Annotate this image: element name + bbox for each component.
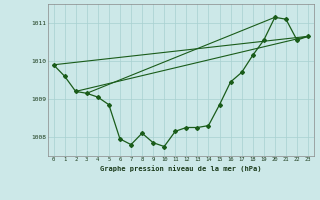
X-axis label: Graphe pression niveau de la mer (hPa): Graphe pression niveau de la mer (hPa): [100, 165, 261, 172]
